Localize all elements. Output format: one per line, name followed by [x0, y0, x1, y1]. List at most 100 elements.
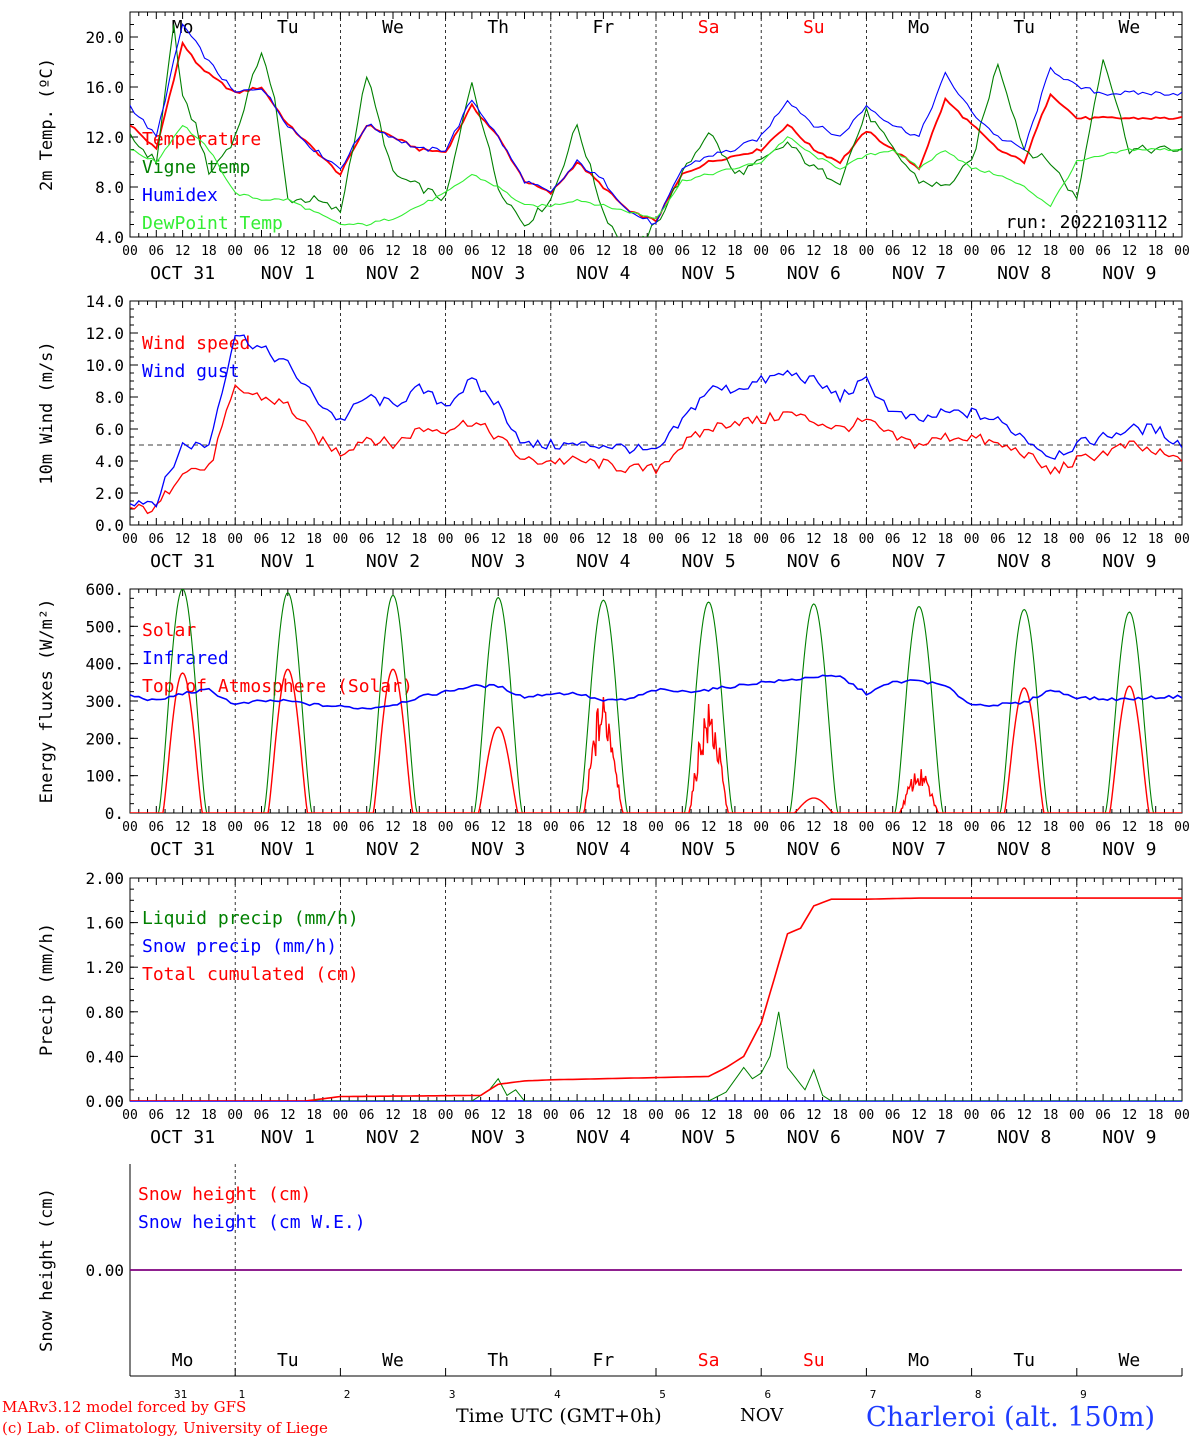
series-infrared	[130, 674, 1182, 710]
hour-tick-label: 06	[990, 532, 1006, 547]
plot-frame	[129, 300, 1183, 526]
hour-tick-label: 12	[1016, 244, 1032, 259]
hour-tick-label: 06	[464, 532, 480, 547]
series-wind-gust	[130, 334, 1182, 508]
y-tick-label: 0.40	[85, 1047, 124, 1066]
y-tick-label: 2.0	[95, 484, 124, 503]
day-label: Mo	[172, 1350, 194, 1371]
date-label: NOV 1	[261, 1127, 315, 1148]
hour-tick-label: 06	[359, 1108, 375, 1123]
hour-tick-label: 18	[622, 1108, 638, 1123]
hour-tick-label: 12	[596, 244, 612, 259]
date-label: NOV 9	[1102, 263, 1156, 284]
hour-tick-label: 18	[832, 532, 848, 547]
day-label: Sa	[698, 1350, 720, 1371]
hour-tick-label: 18	[201, 1108, 217, 1123]
date-label: NOV 7	[892, 551, 946, 572]
date-label: NOV 2	[366, 839, 420, 860]
hour-tick-label: 00	[122, 1108, 138, 1123]
hour-tick-label: 00	[543, 244, 559, 259]
date-label: NOV 7	[892, 1127, 946, 1148]
hour-tick-label: 12	[385, 244, 401, 259]
series-liquid-precip-mm-h-	[130, 1011, 1182, 1101]
hour-tick-label: 12	[385, 1108, 401, 1123]
y-tick-label: 0.80	[85, 1003, 124, 1022]
day-label: Tu	[277, 17, 299, 38]
hour-tick-label: 00	[1174, 244, 1190, 259]
hour-tick-label: 18	[517, 244, 533, 259]
hour-tick-label: 12	[596, 820, 612, 835]
hour-tick-label: 00	[964, 1108, 980, 1123]
hour-tick-label: 00	[333, 244, 349, 259]
hour-tick-label: 00	[543, 820, 559, 835]
date-label: NOV 5	[682, 1127, 736, 1148]
hour-tick-label: 06	[990, 820, 1006, 835]
hour-tick-label: 00	[964, 532, 980, 547]
y-tick-label: 2.00	[85, 869, 124, 888]
day-number: 5	[659, 1388, 666, 1401]
hour-tick-label: 12	[911, 244, 927, 259]
date-label: NOV 4	[576, 839, 630, 860]
y-axis-label: 10m Wind (m/s)	[37, 341, 57, 484]
date-label: OCT 31	[150, 1127, 215, 1148]
y-tick-label: 600.	[85, 580, 124, 599]
hour-tick-label: 12	[596, 532, 612, 547]
day-label: Fr	[593, 1350, 615, 1371]
hour-tick-label: 00	[1069, 244, 1085, 259]
snow-panel: 0.00 Snow height (cm) Snow height (cm) Snow…	[37, 1164, 1183, 1401]
hour-tick-label: 06	[359, 532, 375, 547]
day-label: Th	[487, 1350, 509, 1371]
hour-tick-label: 18	[411, 820, 427, 835]
day-number: 31	[174, 1388, 187, 1401]
date-label: NOV 9	[1102, 551, 1156, 572]
date-label: NOV 8	[997, 263, 1051, 284]
day-number: 8	[975, 1388, 982, 1401]
legend-entry: Solar	[142, 620, 196, 641]
hour-tick-label: 18	[727, 532, 743, 547]
hour-tick-label: 00	[438, 244, 454, 259]
legend-entry: Snow height (cm)	[138, 1184, 311, 1205]
hour-tick-label: 00	[648, 1108, 664, 1123]
hour-tick-label: 12	[1122, 244, 1138, 259]
day-label: We	[1119, 17, 1141, 38]
date-label: NOV 3	[471, 551, 525, 572]
y-axis-label: Energy fluxes (W/m²)	[37, 599, 57, 804]
hour-tick-label: 00	[122, 820, 138, 835]
day-label: Tu	[1013, 1350, 1035, 1371]
date-label: NOV 6	[787, 551, 841, 572]
hour-tick-label: 12	[280, 244, 296, 259]
hour-tick-label: 00	[1174, 1108, 1190, 1123]
hour-tick-label: 12	[1122, 532, 1138, 547]
day-label: Tu	[1013, 17, 1035, 38]
hour-tick-label: 12	[911, 532, 927, 547]
hour-tick-label: 12	[490, 1108, 506, 1123]
y-tick-label: 1.60	[85, 914, 124, 933]
y-tick-label: 0.00	[85, 1261, 124, 1280]
hour-tick-label: 12	[911, 1108, 927, 1123]
hour-tick-label: 00	[122, 244, 138, 259]
date-label: NOV 3	[471, 839, 525, 860]
hour-tick-label: 00	[333, 820, 349, 835]
date-label: NOV 6	[787, 839, 841, 860]
hour-tick-label: 18	[937, 1108, 953, 1123]
hour-tick-label: 18	[1148, 532, 1164, 547]
hour-tick-label: 12	[806, 820, 822, 835]
date-label: NOV 7	[892, 839, 946, 860]
hour-tick-label: 18	[201, 532, 217, 547]
hour-tick-label: 12	[490, 244, 506, 259]
date-label: NOV 2	[366, 551, 420, 572]
hour-tick-label: 00	[648, 244, 664, 259]
hour-tick-label: 06	[885, 244, 901, 259]
station-label: Charleroi (alt. 150m)	[866, 1402, 1155, 1433]
day-label: Su	[803, 17, 825, 38]
y-tick-label: 4.0	[95, 228, 124, 247]
y-axis-label: Snow height (cm)	[37, 1188, 57, 1352]
series-temperature	[130, 40, 1182, 223]
date-label: NOV 8	[997, 1127, 1051, 1148]
hour-tick-label: 00	[859, 532, 875, 547]
date-label: NOV 9	[1102, 1127, 1156, 1148]
hour-tick-label: 00	[1069, 532, 1085, 547]
series-top-of-atmosphere	[130, 589, 1182, 813]
day-label: We	[382, 1350, 404, 1371]
date-label: NOV 6	[787, 263, 841, 284]
